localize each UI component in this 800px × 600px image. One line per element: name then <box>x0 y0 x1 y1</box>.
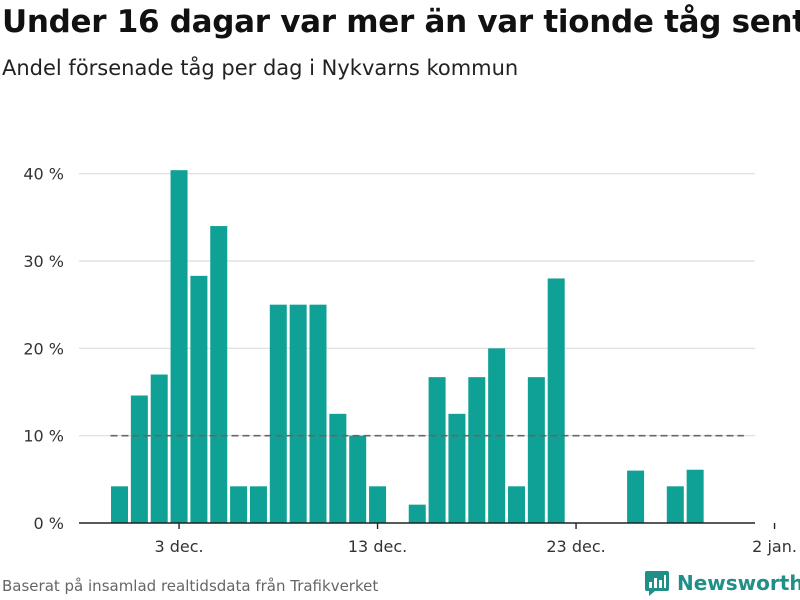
x-tick-label: 23 dec. <box>546 537 605 556</box>
x-axis: 3 dec. 13 dec. 23 dec. 2 jan. <box>79 522 797 556</box>
y-tick-label: 30 % <box>23 252 64 271</box>
bar <box>527 377 545 523</box>
bar <box>468 377 486 523</box>
bar <box>349 435 367 523</box>
y-tick-label: 40 % <box>23 165 64 184</box>
bar <box>448 413 466 523</box>
chart-title: Under 16 dagar var mer än var tionde tåg… <box>2 4 800 40</box>
bar <box>269 304 287 523</box>
newsworthy-logo-icon <box>645 571 669 596</box>
y-tick-label: 10 % <box>23 427 64 446</box>
y-tick-label: 0 % <box>34 514 64 533</box>
y-axis-tick-labels: 0 % 10 % 20 % 30 % 40 % <box>23 165 64 533</box>
bar <box>329 413 347 523</box>
bar <box>150 374 168 523</box>
bar <box>408 504 426 523</box>
bar <box>428 377 446 523</box>
bar <box>210 226 228 524</box>
bar <box>230 486 248 523</box>
bar <box>686 469 704 523</box>
bar <box>170 170 188 523</box>
bar <box>309 304 327 523</box>
bar <box>190 275 208 523</box>
bar <box>130 395 148 523</box>
x-tick-label: 3 dec. <box>154 537 203 556</box>
x-tick-label: 13 dec. <box>348 537 407 556</box>
bar <box>547 278 565 523</box>
brand-name: Newsworthy <box>677 571 800 595</box>
source-note: Baserat på insamlad realtidsdata från Tr… <box>2 577 379 595</box>
bar <box>508 486 525 523</box>
bar <box>369 486 387 523</box>
newsworthy-logo[interactable]: Newsworthy <box>644 568 800 598</box>
chart-subtitle: Andel försenade tåg per dag i Nykvarns k… <box>2 56 519 80</box>
bar <box>627 470 645 523</box>
bar <box>111 486 128 523</box>
bar <box>289 304 307 523</box>
bars <box>111 170 704 524</box>
bar <box>249 486 267 523</box>
x-tick-label: 2 jan. <box>752 537 797 556</box>
y-tick-label: 20 % <box>23 339 64 358</box>
bar <box>666 486 684 523</box>
